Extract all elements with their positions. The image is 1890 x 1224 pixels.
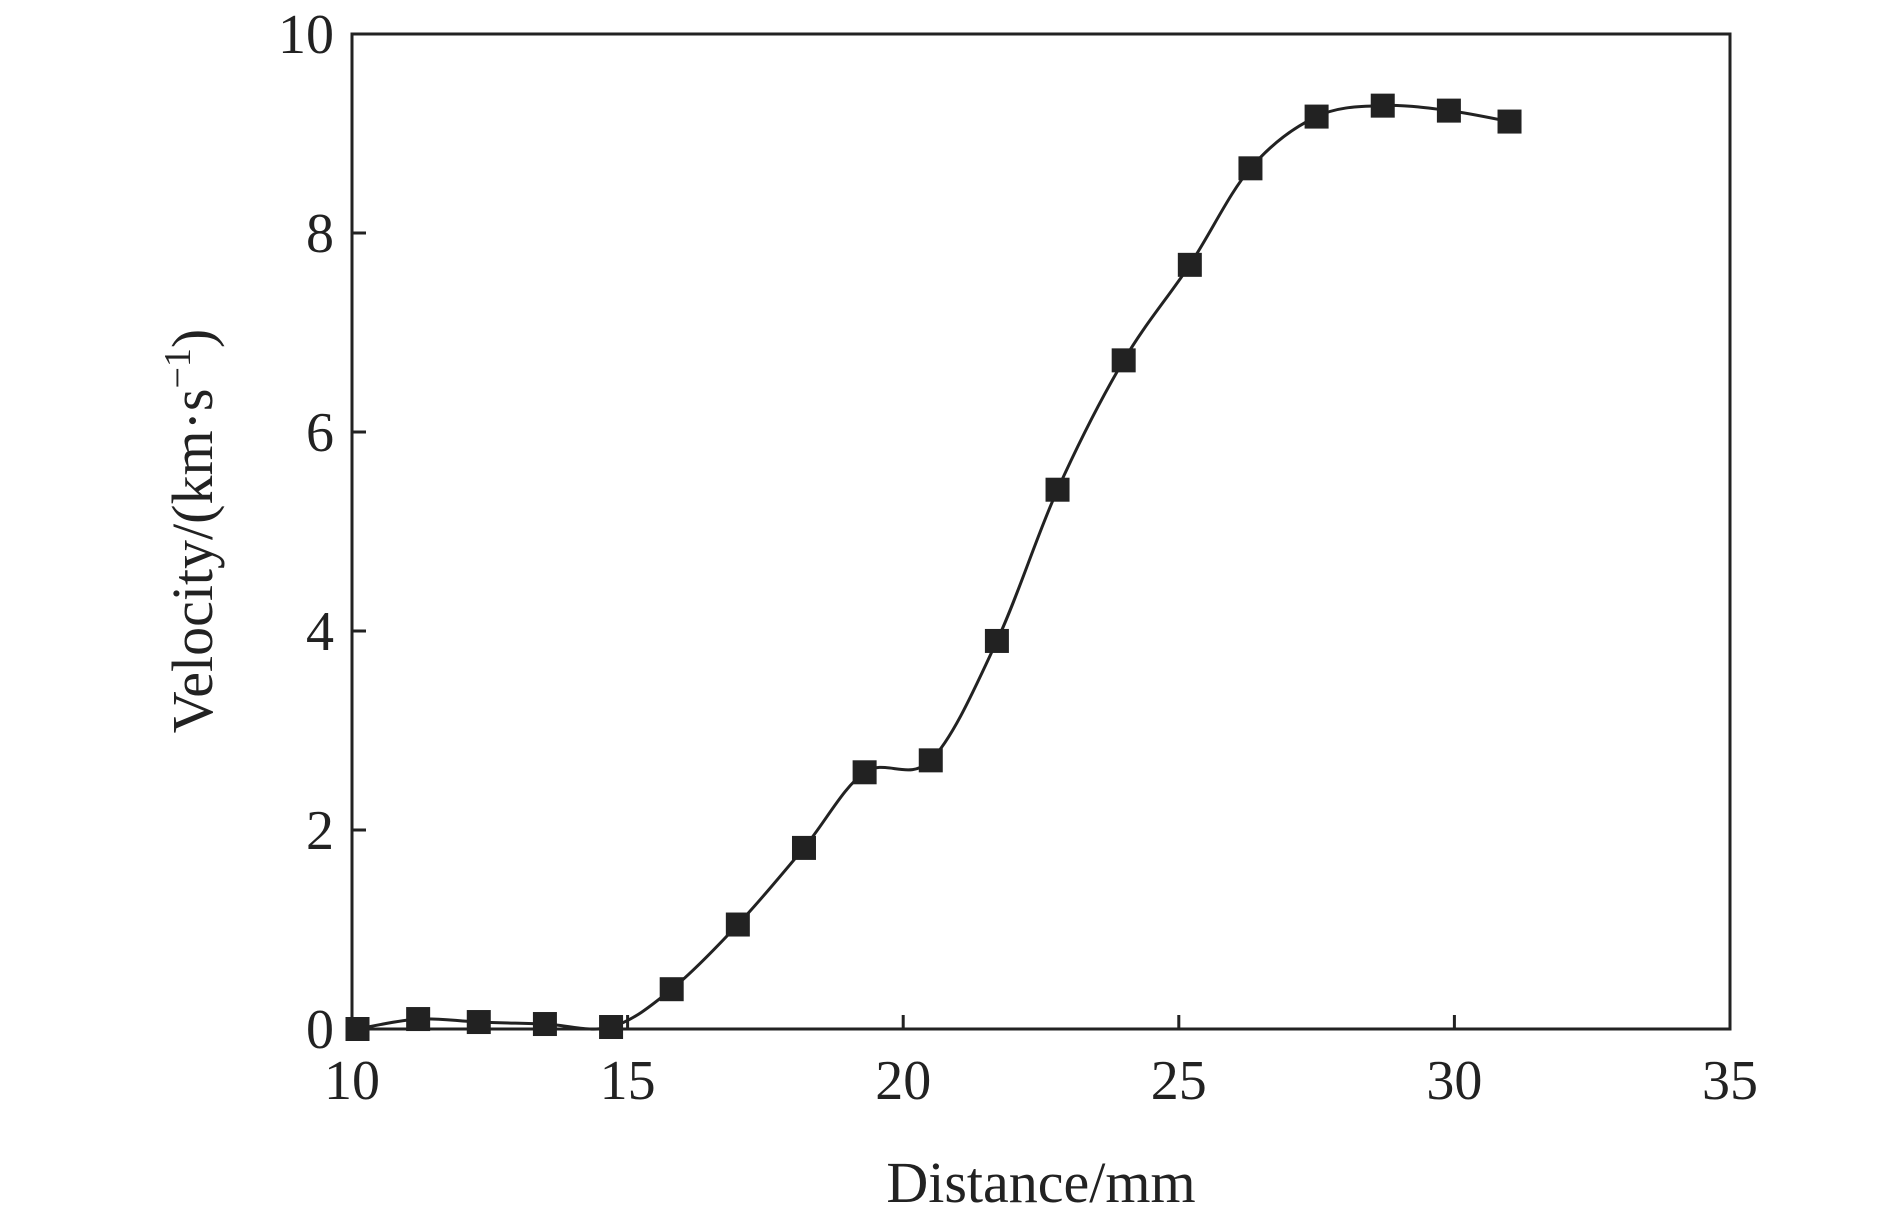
y-axis-title: Velocity/(km·s−1): [157, 329, 225, 733]
series-layer: [345, 93, 1522, 1041]
data-point-marker: [852, 760, 877, 785]
data-point-marker: [984, 628, 1009, 653]
data-point-marker: [1238, 156, 1263, 181]
x-tick-label: 15: [600, 1050, 656, 1112]
x-tick-label: 25: [1151, 1050, 1207, 1112]
y-tick-label: 2: [306, 800, 334, 862]
data-point-marker: [1436, 98, 1461, 123]
data-point-marker: [918, 748, 943, 773]
y-axis-ticks: 0 2 4 6 8 10: [278, 4, 366, 1061]
data-point-marker: [599, 1015, 624, 1040]
data-point-marker: [1045, 477, 1070, 502]
data-point-marker: [1177, 252, 1202, 277]
data-point-marker: [1111, 348, 1136, 373]
data-point-marker: [406, 1007, 431, 1032]
series-line: [357, 103, 1510, 1031]
y-axis-title-main: Velocity/(km·s: [160, 389, 225, 734]
x-tick-label: 20: [875, 1050, 931, 1112]
y-axis-title-superscript: −1: [157, 348, 199, 388]
x-tick-label: 30: [1426, 1050, 1482, 1112]
plot-frame: [350, 32, 1732, 1031]
data-point-marker: [345, 1017, 370, 1041]
y-tick-label: 10: [278, 4, 334, 66]
data-point-marker: [466, 1010, 491, 1035]
y-tick-label: 8: [306, 203, 334, 265]
data-point-marker: [1497, 109, 1522, 134]
data-point-marker: [725, 912, 750, 937]
x-tick-label: 35: [1702, 1050, 1758, 1112]
data-point-marker: [532, 1012, 557, 1037]
data-point-marker: [659, 977, 684, 1002]
y-tick-label: 0: [306, 999, 334, 1061]
data-point-marker: [791, 835, 816, 860]
x-axis-title: Distance/mm: [886, 1150, 1195, 1215]
data-point-marker: [1370, 93, 1395, 118]
x-tick-label: 10: [324, 1050, 380, 1112]
x-axis-ticks: 10 15 20 25 30 35: [324, 1015, 1758, 1112]
y-tick-label: 6: [306, 402, 334, 464]
data-point-marker: [1304, 104, 1329, 129]
y-axis-title-close: ): [160, 329, 225, 348]
y-tick-label: 4: [306, 601, 334, 663]
